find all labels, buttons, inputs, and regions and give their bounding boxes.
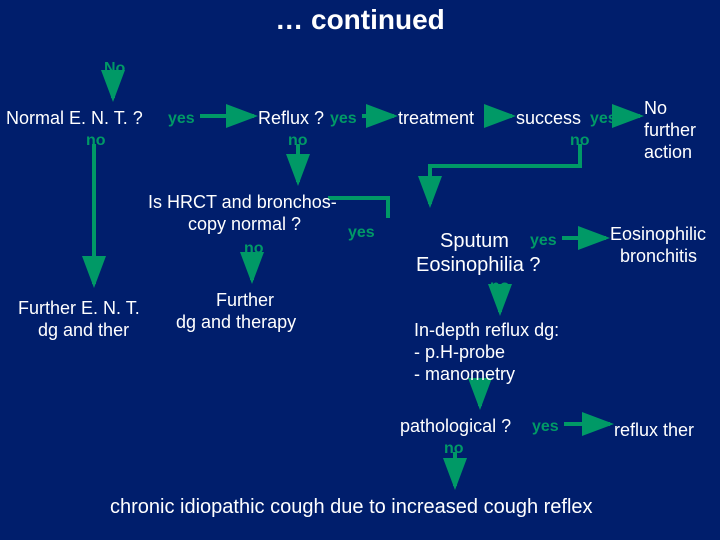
label-reflux_no: no (288, 132, 308, 150)
label-indepth2: - p.H-probe (414, 342, 505, 363)
label-hrct2: copy normal ? (188, 214, 301, 235)
label-hrct_yes: yes (348, 224, 375, 242)
label-nofurther1: No (644, 98, 667, 119)
label-ent_no: no (86, 132, 106, 150)
arrow-layer (0, 0, 720, 540)
label-path_no: no (444, 440, 464, 458)
p-success-loop (430, 144, 580, 204)
label-sputum1: Sputum (440, 230, 509, 253)
label-fdg1: Further (216, 290, 274, 311)
label-ent: Normal E. N. T. ? (6, 108, 143, 129)
label-sputum_yes: yes (530, 232, 557, 250)
label-reflux: Reflux ? (258, 108, 324, 129)
label-chronic: chronic idiopathic cough due to increase… (110, 496, 593, 519)
label-path_yes: yes (532, 418, 559, 436)
label-nofurther3: action (644, 142, 692, 163)
label-path: pathological ? (400, 416, 511, 437)
label-sputum_no: no (490, 278, 510, 296)
label-treatment: treatment (398, 108, 474, 129)
label-ent_yes: yes (168, 110, 195, 128)
label-indepth1: In-depth reflux dg: (414, 320, 559, 341)
label-success_no: no (570, 132, 590, 150)
label-top_no: No (104, 60, 125, 78)
label-success: success (516, 108, 581, 129)
label-eos2: bronchitis (620, 246, 697, 267)
label-hrct_no: no (244, 240, 264, 258)
label-success_yes: yes (590, 110, 617, 128)
label-fent2: dg and ther (38, 320, 129, 341)
label-nofurther2: further (644, 120, 696, 141)
p-hrct-exit (328, 198, 388, 218)
label-sputum2: Eosinophilia ? (416, 254, 541, 277)
label-refluxther: reflux ther (614, 420, 694, 441)
label-fdg2: dg and therapy (176, 312, 296, 333)
label-reflux_yes: yes (330, 110, 357, 128)
label-eos1: Eosinophilic (610, 224, 706, 245)
label-indepth3: - manometry (414, 364, 515, 385)
label-fent1: Further E. N. T. (18, 298, 140, 319)
label-hrct1: Is HRCT and bronchos- (148, 192, 337, 213)
